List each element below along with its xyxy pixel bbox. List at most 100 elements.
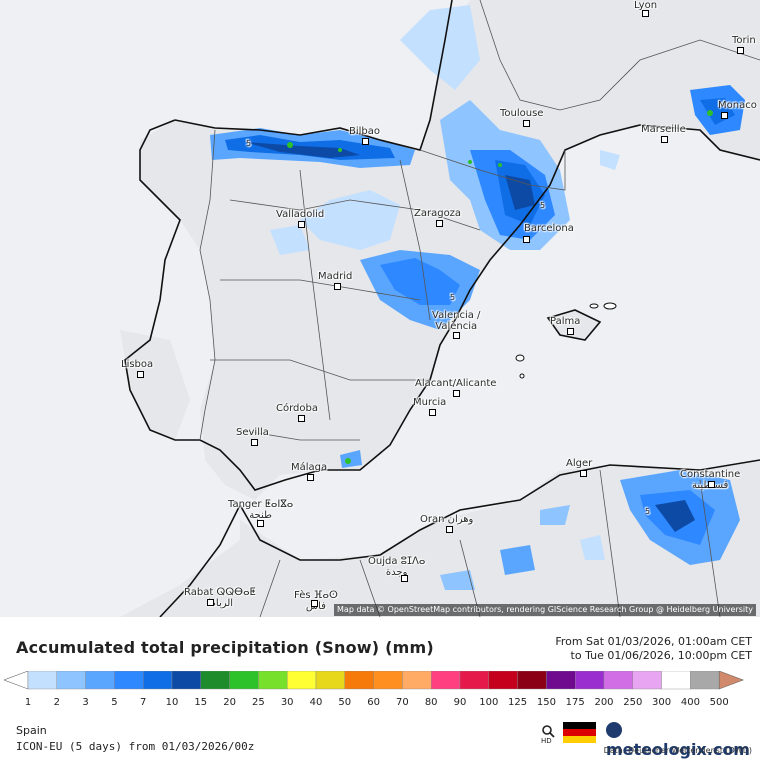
legend-tick-label: 175 (565, 697, 585, 708)
city-label-alger: Alger (566, 458, 593, 469)
legend-tick-label: 250 (623, 697, 643, 708)
period-from: From Sat 01/03/2026, 01:00am CET (555, 635, 752, 648)
city-label-lisboa: Lisboa (121, 359, 154, 370)
map-attribution: Map data © OpenStreetMap contributors, r… (334, 604, 756, 616)
contour-label: 5 (246, 139, 252, 148)
city-label-valladolid: Valladolid (276, 209, 325, 220)
city-marker (257, 520, 264, 527)
city-marker (453, 332, 460, 339)
legend-tick-label: 500 (709, 697, 729, 708)
city-marker (708, 481, 715, 488)
city-label-murcia: Murcia (413, 397, 447, 408)
city-label-madrid: Madrid (318, 271, 353, 282)
legend-tick-label: 200 (594, 697, 614, 708)
city-marker (523, 120, 530, 127)
city-label-sevilla: Sevilla (236, 427, 269, 438)
city-marker (523, 236, 530, 243)
city-marker (642, 10, 649, 17)
legend-swatch (488, 671, 518, 690)
legend-swatch (575, 671, 605, 690)
legend-tick-label: 60 (367, 697, 380, 708)
legend-tick-label: 20 (223, 697, 236, 708)
legend-swatch (287, 671, 317, 690)
legend-swatch (459, 671, 489, 690)
contour-label: 5 (450, 293, 456, 302)
legend-swatch (200, 671, 230, 690)
forecast-period: From Sat 01/03/2026, 01:00am CET to Tue … (555, 635, 752, 663)
legend-swatch (258, 671, 288, 690)
legend-swatch (56, 671, 86, 690)
color-legend (4, 671, 745, 690)
contour-label: 5 (645, 507, 651, 516)
city-label-oujda: Oujda ⵓⵊⴷⴰ وجدة (368, 556, 426, 578)
city-label-torin: Torin (732, 35, 756, 46)
city-label-lyon: Lyon (634, 0, 658, 11)
contour-label: 5 (540, 201, 546, 210)
germany-flag-icon (563, 722, 596, 743)
legend-tick-label: 30 (280, 697, 294, 708)
legend-tick-label: 80 (424, 697, 438, 708)
legend-tick-label: 10 (165, 697, 179, 708)
precipitation-map[interactable]: Lyon Torin Monaco Marseille Toulouse Bil… (0, 0, 760, 617)
legend-tick-label: 70 (396, 697, 409, 708)
city-marker (298, 221, 305, 228)
legend-tick-label: 15 (194, 697, 208, 708)
city-label-toulouse: Toulouse (500, 108, 544, 119)
legend-tick-label: 300 (652, 697, 672, 708)
legend-tick-label: 5 (111, 697, 118, 708)
legend-arrow-max (718, 671, 745, 690)
legend-swatch (114, 671, 144, 690)
city-marker (580, 470, 587, 477)
city-label-cordoba: Córdoba (276, 403, 318, 414)
city-marker (446, 526, 453, 533)
city-label-alicante: Alacant/Alicante (415, 378, 497, 389)
city-label-oran: Oran وهران (420, 514, 474, 525)
magnifier-hd-icon[interactable]: HD (541, 724, 561, 746)
city-label-tanger: Tanger ⵟⴰⵏⴵⴰ طنجة (228, 499, 294, 521)
legend-swatch (229, 671, 259, 690)
brand-name: meteologix.com (606, 740, 750, 759)
city-label-rabat: Rabat ⵕⵕⴱⴰⵟ الرباط (184, 587, 256, 609)
chart-title: Accumulated total precipitation (Snow) (… (16, 638, 434, 657)
logo-globe-icon (606, 722, 622, 738)
meteologix-logo[interactable]: meteologix.com (606, 721, 760, 759)
city-marker (251, 439, 258, 446)
legend-swatch (171, 671, 201, 690)
city-label-marseille: Marseille (641, 124, 686, 135)
legend-tick-label: 100 (479, 697, 499, 708)
city-marker (401, 575, 408, 582)
legend-swatch (142, 671, 173, 690)
legend-swatch (315, 671, 345, 690)
city-marker (307, 474, 314, 481)
legend-swatch (546, 671, 576, 690)
model-label: ICON-EU (5 days) from 01/03/2026/00z (16, 740, 255, 753)
city-label-bilbao: Bilbao (349, 126, 381, 137)
city-marker (567, 328, 574, 335)
legend-arrow-min (4, 671, 29, 690)
legend-swatch (344, 671, 374, 690)
city-marker (334, 283, 341, 290)
city-marker (429, 409, 436, 416)
legend-tick-label: 2 (53, 697, 60, 708)
legend-tick-label: 90 (453, 697, 467, 708)
legend-swatch (373, 671, 403, 690)
legend-swatch (603, 671, 633, 690)
legend-tick-label: 400 (680, 697, 700, 708)
city-label-barcelona: Barcelona (524, 223, 574, 234)
legend-swatch (517, 671, 547, 690)
legend-tick-label: 7 (140, 697, 147, 708)
city-marker (207, 599, 214, 606)
city-label-valencia: Valencia / València (432, 310, 481, 332)
legend-tick-label: 1 (24, 697, 32, 708)
legend-swatch (431, 671, 461, 690)
legend-tick-label: 3 (82, 697, 89, 708)
city-marker (362, 138, 369, 145)
legend-tick-label: 40 (309, 697, 323, 708)
legend-swatch (402, 671, 432, 690)
legend-swatch (85, 671, 115, 690)
city-marker (721, 112, 728, 119)
legend-swatch (690, 671, 720, 690)
city-marker (137, 371, 144, 378)
city-marker (737, 47, 744, 54)
legend-swatch (27, 671, 57, 690)
